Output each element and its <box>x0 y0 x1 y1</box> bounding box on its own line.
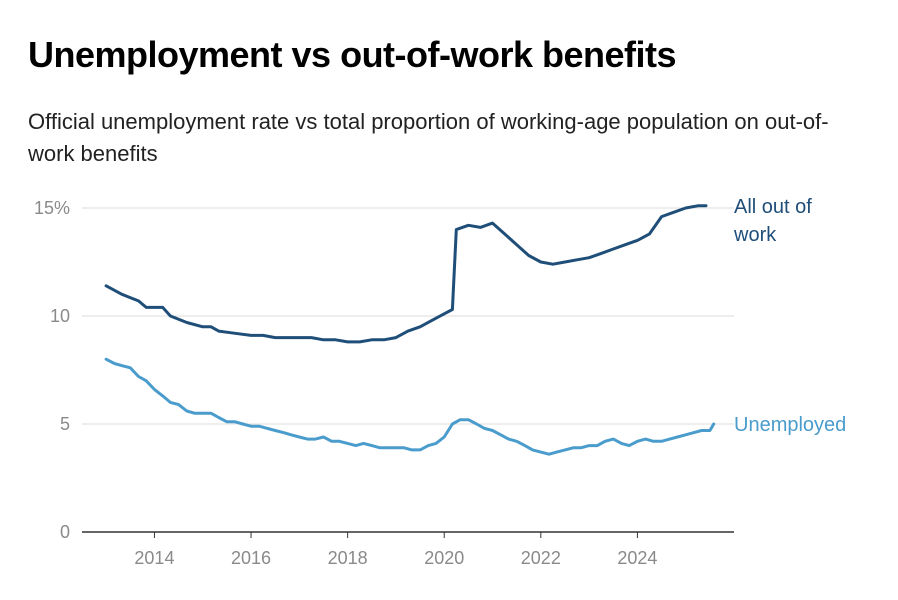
x-tick-label: 2020 <box>424 548 464 568</box>
y-axis-ticks: 0 5 10 15% <box>34 198 70 542</box>
series-line-unemployed <box>104 357 716 456</box>
series-labels: All out of work Unemployed <box>733 196 846 436</box>
series-line-all-out-of-work <box>104 204 708 344</box>
x-axis-ticks: 2014 2016 2018 2020 2022 2024 <box>134 532 657 568</box>
y-tick-label: 5 <box>60 414 70 434</box>
chart-subtitle: Official unemployment rate vs total prop… <box>28 109 829 166</box>
x-tick-label: 2024 <box>617 548 657 568</box>
series-lines <box>104 204 716 456</box>
series-label: Unemployed <box>734 414 846 436</box>
x-tick-label: 2014 <box>134 548 174 568</box>
y-tick-label: 10 <box>50 306 70 326</box>
series-label: All out of <box>734 196 812 218</box>
y-tick-label: 15% <box>34 198 70 218</box>
series-label: work <box>733 224 777 246</box>
gridlines <box>82 207 734 533</box>
x-tick-label: 2018 <box>328 548 368 568</box>
chart-title: Unemployment vs out-of-work benefits <box>28 34 677 75</box>
x-tick-label: 2022 <box>521 548 561 568</box>
y-tick-label: 0 <box>60 522 70 542</box>
x-tick-label: 2016 <box>231 548 271 568</box>
